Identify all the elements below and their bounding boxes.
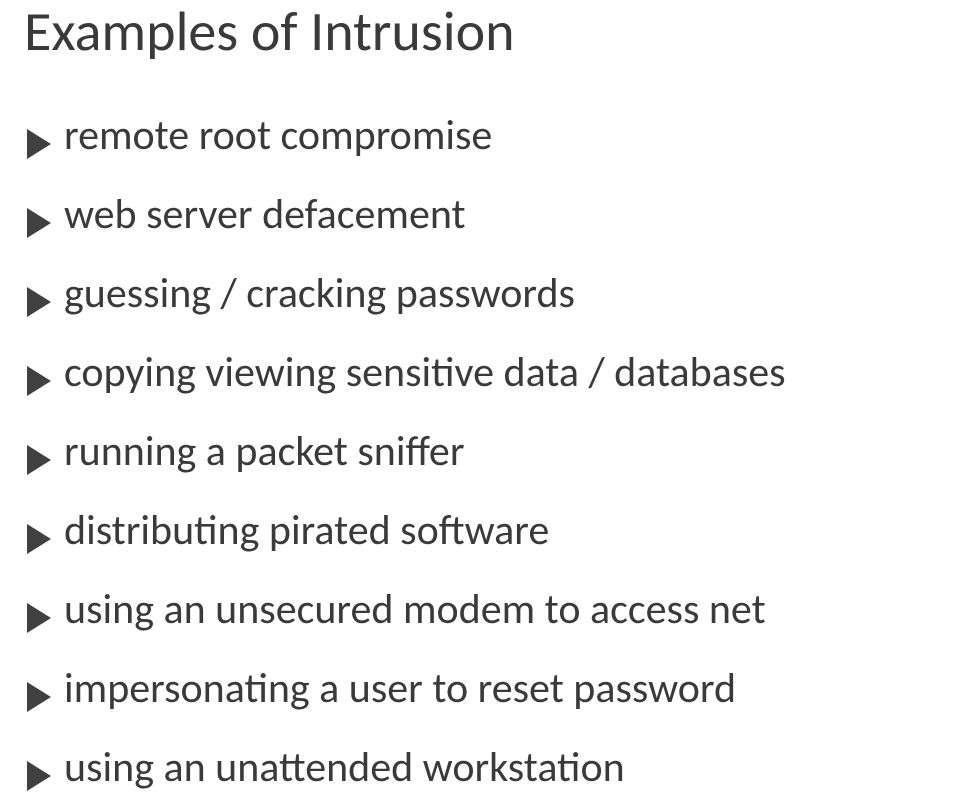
- bullet-text: using an unsecured modem to access net: [64, 586, 936, 633]
- chevron-right-icon: [24, 596, 54, 626]
- bullet-text: running a packet sniffer: [64, 428, 936, 475]
- list-item: using an unsecured modem to access net: [24, 586, 936, 633]
- list-item: running a packet sniffer: [24, 428, 936, 475]
- chevron-right-icon: [24, 438, 54, 468]
- bullet-text: remote root compromise: [64, 112, 936, 159]
- list-item: copying viewing sensitive data / databas…: [24, 349, 936, 396]
- bullet-list: remote root compromise web server deface…: [24, 112, 936, 791]
- bullet-text: using an unattended workstation: [64, 744, 936, 791]
- chevron-right-icon: [24, 122, 54, 152]
- bullet-text: guessing / cracking passwords: [64, 270, 936, 317]
- bullet-text: distributing pirated software: [64, 507, 936, 554]
- list-item: using an unattended workstation: [24, 744, 936, 791]
- list-item: guessing / cracking passwords: [24, 270, 936, 317]
- list-item: remote root compromise: [24, 112, 936, 159]
- chevron-right-icon: [24, 359, 54, 389]
- bullet-text: impersonating a user to reset password: [64, 665, 936, 712]
- chevron-right-icon: [24, 754, 54, 784]
- chevron-right-icon: [24, 201, 54, 231]
- slide: Examples of Intrusion remote root compro…: [0, 0, 960, 798]
- slide-title: Examples of Intrusion: [24, 0, 936, 64]
- bullet-text: copying viewing sensitive data / databas…: [64, 349, 936, 396]
- bullet-text: web server defacement: [64, 191, 936, 238]
- list-item: impersonating a user to reset password: [24, 665, 936, 712]
- chevron-right-icon: [24, 675, 54, 705]
- chevron-right-icon: [24, 280, 54, 310]
- list-item: web server defacement: [24, 191, 936, 238]
- chevron-right-icon: [24, 517, 54, 547]
- list-item: distributing pirated software: [24, 507, 936, 554]
